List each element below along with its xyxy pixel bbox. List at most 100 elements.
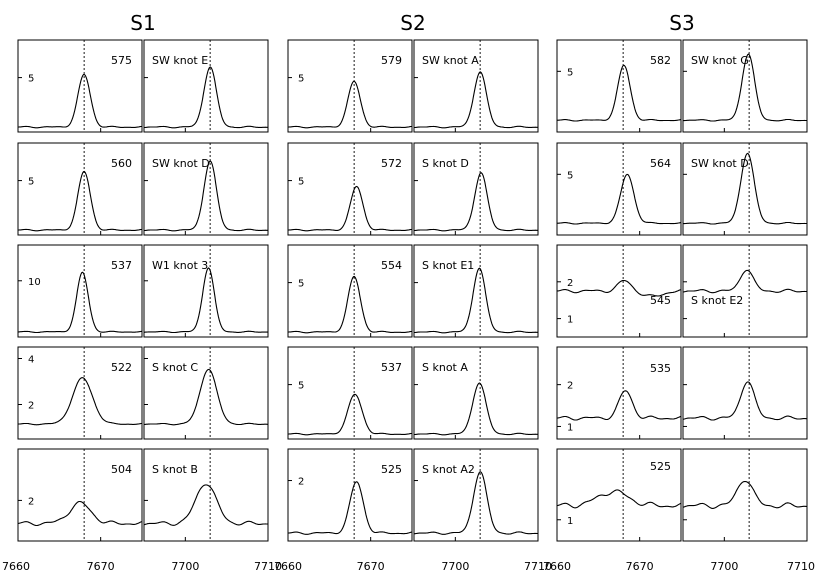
y-tick-label: 5 xyxy=(567,170,573,181)
spectrum-id: 537 xyxy=(111,259,132,272)
spectrum-line xyxy=(17,73,143,129)
spectrum-line xyxy=(144,66,268,129)
panel-frame xyxy=(682,244,808,338)
panel-frame xyxy=(17,142,143,236)
x-tick-label: 7670 xyxy=(87,560,115,573)
panel-frame xyxy=(682,39,808,133)
spectrum-line xyxy=(287,481,413,535)
knot-label: SW knot D xyxy=(691,157,749,170)
y-tick-label: 4 xyxy=(28,355,34,366)
x-tick-label: 7710 xyxy=(254,560,282,573)
spectrum-id: 575 xyxy=(111,54,132,67)
x-tick-label: 7700 xyxy=(441,560,469,573)
y-tick-label: 5 xyxy=(28,74,34,85)
knot-label: S knot A xyxy=(422,361,468,374)
spectrum-line xyxy=(287,275,413,334)
spectrum-id: 522 xyxy=(111,361,132,374)
spectrum-line xyxy=(143,368,268,426)
spectrum-line xyxy=(143,484,269,526)
spectrum-line xyxy=(414,71,538,129)
panel-frame xyxy=(287,39,413,133)
x-tick-label: 7670 xyxy=(357,560,385,573)
panel-frame xyxy=(143,142,269,236)
x-tick-label: 7710 xyxy=(524,560,552,573)
spectrum-id: 579 xyxy=(381,54,402,67)
panel-frame xyxy=(413,346,539,440)
y-tick-label: 2 xyxy=(298,477,304,488)
panel-frame xyxy=(413,448,539,542)
spectrum-id: 525 xyxy=(650,460,671,473)
spectrum-line xyxy=(682,269,808,294)
knot-label: S knot A2 xyxy=(422,463,475,476)
y-tick-label: 1 xyxy=(567,516,573,527)
y-tick-label: 2 xyxy=(28,401,34,412)
knot-label: S knot C xyxy=(152,361,198,374)
spectrum-line xyxy=(556,390,682,421)
spectrum-line xyxy=(682,480,808,509)
panel-frame xyxy=(556,39,682,133)
panel-frame xyxy=(682,448,808,542)
knot-label: SW knot G xyxy=(691,54,749,67)
y-tick-label: 1 xyxy=(567,315,573,326)
panel-frame xyxy=(287,244,413,338)
spectrum-id: 564 xyxy=(650,157,671,170)
panel-frame xyxy=(556,346,682,440)
knot-label: SW knot E xyxy=(152,54,208,67)
spectrum-line xyxy=(682,53,807,122)
y-tick-label: 5 xyxy=(28,177,34,188)
spectrum-id: 545 xyxy=(650,294,671,307)
y-tick-label: 2 xyxy=(28,496,34,507)
spectrum-line xyxy=(287,185,413,232)
spectrum-line xyxy=(682,381,807,421)
spectrum-id: 572 xyxy=(381,157,402,170)
spectrum-id: 554 xyxy=(381,259,402,272)
x-tick-label: 7710 xyxy=(787,560,815,573)
spectrum-id: 525 xyxy=(381,463,402,476)
spectrum-line xyxy=(18,271,143,334)
y-tick-label: 5 xyxy=(298,279,304,290)
spectrum-line xyxy=(287,80,413,129)
panel-frame xyxy=(143,39,269,133)
x-tick-label: 7660 xyxy=(2,560,30,573)
spectrum-id: 560 xyxy=(111,157,132,170)
spectrum-line xyxy=(414,172,538,232)
panel-frame xyxy=(143,448,269,542)
knot-label: W1 knot 3 xyxy=(152,259,208,272)
spectrum-line xyxy=(17,377,143,426)
y-tick-label: 5 xyxy=(298,74,304,85)
group-title: S2 xyxy=(400,11,425,35)
panel-frame xyxy=(287,448,413,542)
panel-frame xyxy=(556,244,682,338)
panel-frame xyxy=(682,346,808,440)
spectrum-id: 537 xyxy=(381,361,402,374)
spectrum-line xyxy=(413,471,538,535)
knot-label: S knot D xyxy=(422,157,469,170)
x-tick-label: 7660 xyxy=(274,560,302,573)
y-tick-label: 5 xyxy=(298,177,304,188)
knot-label: S knot B xyxy=(152,463,198,476)
panel-frame xyxy=(17,346,143,440)
y-tick-label: 1 xyxy=(567,422,573,433)
group-title: S1 xyxy=(130,11,155,35)
spectrum-id: 582 xyxy=(650,54,671,67)
spectrum-line xyxy=(556,279,682,297)
x-tick-label: 7700 xyxy=(171,560,199,573)
panel-frame xyxy=(556,448,682,542)
panel-frame xyxy=(17,244,143,338)
panel-frame xyxy=(287,142,413,236)
panel-frame xyxy=(287,346,413,440)
x-tick-label: 7660 xyxy=(543,560,571,573)
spectrum-id: 535 xyxy=(650,362,671,375)
knot-label: SW knot D xyxy=(152,157,210,170)
spectrum-line xyxy=(17,170,143,232)
spectrum-line xyxy=(144,160,268,232)
y-tick-label: 2 xyxy=(567,278,573,289)
spectrum-line xyxy=(414,382,538,436)
panel-frame xyxy=(143,244,269,338)
spectrum-line xyxy=(143,267,268,334)
spectrum-id: 504 xyxy=(111,463,132,476)
knot-label: SW knot A xyxy=(422,54,479,67)
y-tick-label: 5 xyxy=(567,67,573,78)
y-tick-label: 5 xyxy=(298,381,304,392)
